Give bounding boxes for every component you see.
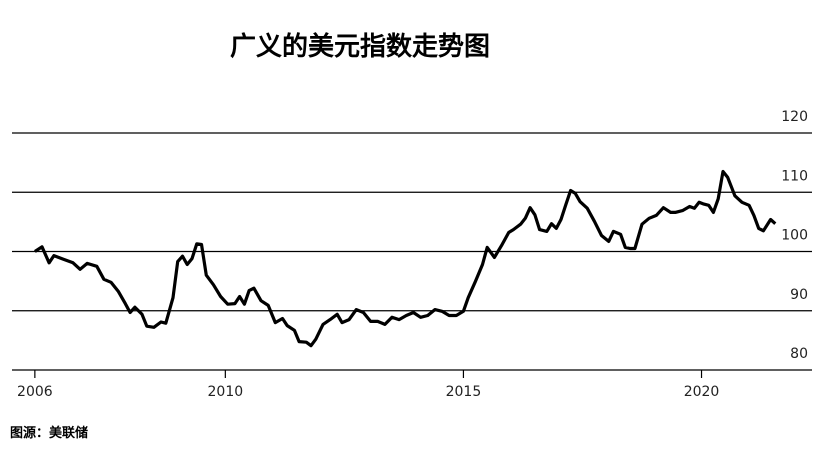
y-tick-label: 90 xyxy=(790,287,808,303)
y-tick-label: 120 xyxy=(781,109,808,125)
x-tick-label: 2006 xyxy=(17,384,53,400)
source: 图源：美联储 xyxy=(10,425,88,441)
y-tick-label: 100 xyxy=(781,228,808,244)
x-tick-label: 2020 xyxy=(684,384,720,400)
y-tick-label: 110 xyxy=(781,168,808,184)
x-tick-label: 2015 xyxy=(446,384,482,400)
chart-title: 广义的美元指数走势图 xyxy=(230,31,490,62)
y-tick-label: 80 xyxy=(790,346,808,362)
x-tick-label: 2010 xyxy=(208,384,244,400)
data-line xyxy=(34,169,777,348)
